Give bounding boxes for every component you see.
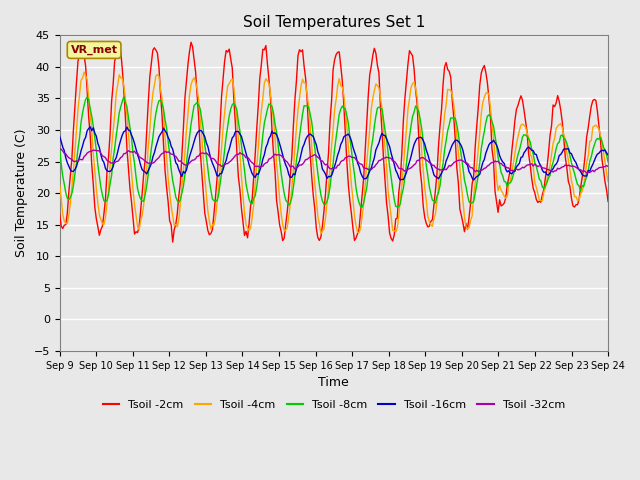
Text: VR_met: VR_met — [70, 45, 118, 55]
Legend: Tsoil -2cm, Tsoil -4cm, Tsoil -8cm, Tsoil -16cm, Tsoil -32cm: Tsoil -2cm, Tsoil -4cm, Tsoil -8cm, Tsoi… — [98, 396, 570, 415]
Y-axis label: Soil Temperature (C): Soil Temperature (C) — [15, 129, 28, 257]
Title: Soil Temperatures Set 1: Soil Temperatures Set 1 — [243, 15, 425, 30]
X-axis label: Time: Time — [319, 376, 349, 389]
